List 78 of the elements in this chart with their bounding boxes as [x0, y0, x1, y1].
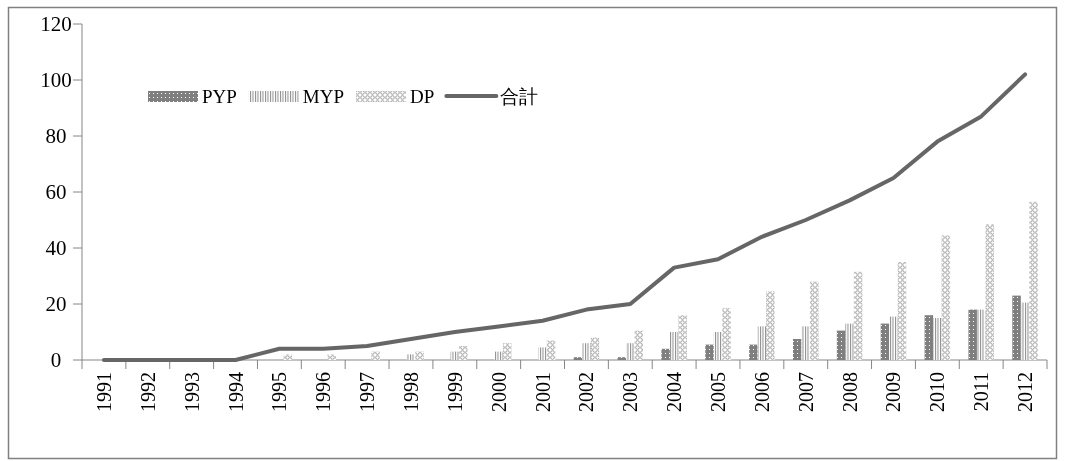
x-tick-label: 1992 [136, 372, 159, 412]
bar [889, 316, 898, 360]
bar [502, 343, 512, 360]
y-tick-label: 0 [50, 348, 62, 372]
bar [880, 323, 890, 360]
bar [705, 344, 714, 360]
bar [661, 348, 670, 360]
x-tick-label: 2005 [707, 372, 730, 412]
bar [371, 351, 380, 360]
x-tick-label: 2009 [882, 372, 905, 412]
bar [924, 315, 934, 360]
bar [415, 351, 424, 360]
bar [1020, 302, 1030, 360]
bar [546, 340, 556, 360]
x-tick-label: 1991 [92, 372, 115, 412]
bar [494, 351, 503, 360]
bar [582, 343, 591, 360]
bar [836, 330, 846, 360]
y-tick-label: 120 [40, 12, 72, 36]
legend-label: PYP [202, 86, 237, 107]
x-tick-label: 1995 [268, 372, 291, 412]
bar [283, 354, 293, 360]
x-tick-label: 2002 [575, 372, 598, 412]
bar [669, 332, 679, 360]
bar [976, 309, 986, 360]
bar [845, 323, 854, 360]
x-tick-label: 2000 [487, 372, 510, 412]
x-tick-label: 2007 [794, 372, 817, 412]
bar [590, 337, 600, 360]
bar [626, 343, 635, 360]
bar [459, 346, 468, 360]
x-tick-label: 1993 [180, 372, 203, 412]
x-tick-label: 2003 [619, 372, 642, 412]
y-tick-label: 80 [45, 124, 67, 148]
bar [853, 271, 863, 360]
x-tick-label: 1996 [312, 372, 335, 412]
y-tick-label: 100 [40, 68, 72, 92]
bar [538, 347, 547, 360]
bar [941, 235, 951, 360]
bar [757, 326, 767, 360]
y-tick-label: 40 [45, 236, 67, 260]
bar [985, 224, 994, 360]
x-tick-label: 2006 [750, 372, 773, 412]
bar [801, 326, 810, 360]
bar [897, 262, 907, 360]
x-tick-label: 1999 [443, 372, 466, 412]
bar [634, 330, 644, 360]
x-tick-label: 2012 [1014, 372, 1037, 412]
bar [749, 344, 758, 360]
x-tick-label: 1994 [224, 372, 247, 412]
y-tick-label: 60 [45, 180, 67, 204]
line-series [101, 72, 1028, 362]
legend-label: 合計 [500, 86, 539, 107]
bar [810, 281, 819, 360]
bar [933, 318, 942, 360]
bar [450, 351, 460, 360]
bar [678, 315, 687, 360]
legend-label: MYP [302, 86, 345, 107]
x-tick-label: 1997 [356, 372, 379, 412]
x-tick-label: 2008 [838, 372, 861, 412]
bar [1012, 295, 1021, 360]
x-tick-label: 2011 [970, 372, 993, 412]
bar [793, 339, 802, 360]
bar [1029, 201, 1038, 360]
x-tick-label: 2010 [926, 372, 949, 412]
bar [406, 354, 416, 360]
legend-label: DP [410, 86, 435, 107]
bar [722, 308, 731, 360]
bar [968, 309, 977, 360]
bar [766, 291, 775, 360]
x-tick-label: 2004 [663, 372, 686, 412]
bar [713, 332, 723, 360]
bar [327, 354, 336, 360]
bar [617, 357, 627, 360]
x-tick-label: 2001 [531, 372, 554, 412]
y-tick-label: 20 [45, 292, 67, 316]
bar [573, 357, 583, 360]
x-tick-label: 1998 [399, 372, 422, 412]
